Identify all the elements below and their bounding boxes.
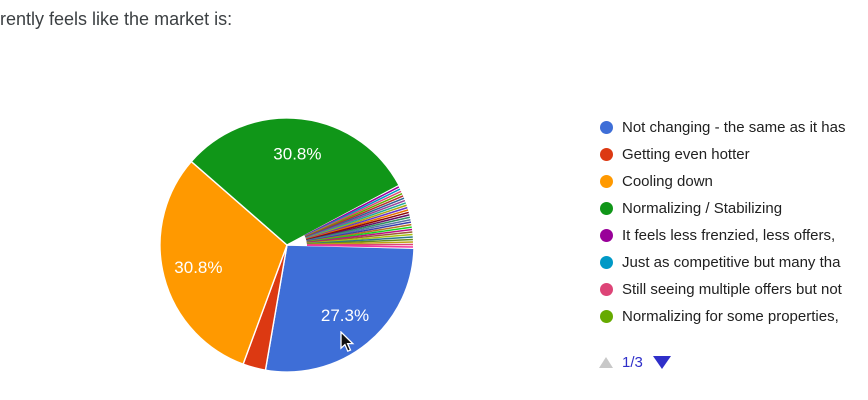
legend-label: It feels less frenzied, less offers, xyxy=(622,227,836,244)
next-page-button[interactable] xyxy=(652,355,671,369)
legend-item: Getting even hotter xyxy=(600,141,845,168)
pie-slice-thin[interactable] xyxy=(306,231,413,244)
legend-label: Just as competitive but many tha xyxy=(622,254,841,271)
page-indicator: 1/3 xyxy=(622,353,643,371)
pie-chart-svg: 27.3% 30.8% 30.8% xyxy=(159,117,415,373)
slice-percent-label: 30.8% xyxy=(273,145,321,164)
legend-label: Getting even hotter xyxy=(622,146,750,163)
slice-percent-label: 27.3% xyxy=(321,306,369,325)
legend-swatch-icon xyxy=(600,202,613,215)
legend-swatch-icon xyxy=(600,175,613,188)
legend-label: Still seeing multiple offers but not xyxy=(622,281,842,298)
legend-item: Normalizing / Stabilizing xyxy=(600,195,845,222)
prev-page-button[interactable] xyxy=(599,356,613,368)
legend-swatch-icon xyxy=(600,148,613,161)
legend-swatch-icon xyxy=(600,229,613,242)
pie-slice[interactable] xyxy=(159,160,288,366)
pie-slice[interactable] xyxy=(264,244,415,373)
chart-title: rently feels like the market is: xyxy=(0,9,233,29)
legend-swatch-icon xyxy=(600,310,613,323)
legend-swatch-icon xyxy=(600,121,613,134)
legend: Not changing - the same as it has Getting… xyxy=(600,114,845,330)
legend-label: Normalizing for some properties, xyxy=(622,308,839,325)
pie-chart: 27.3% 30.8% 30.8% xyxy=(157,115,417,375)
legend-item: Just as competitive but many tha xyxy=(600,249,845,276)
legend-item: Not changing - the same as it has xyxy=(600,114,845,141)
slice-percent-label: 30.8% xyxy=(174,258,222,277)
legend-swatch-icon xyxy=(600,256,613,269)
legend-item: It feels less frenzied, less offers, xyxy=(600,222,845,249)
legend-item: Still seeing multiple offers but not xyxy=(600,276,845,303)
legend-label: Normalizing / Stabilizing xyxy=(622,200,783,217)
legend-swatch-icon xyxy=(600,283,613,296)
pie-slice-thin[interactable] xyxy=(306,223,412,243)
pagination: 1/3 xyxy=(599,352,671,372)
pie-slice-thin[interactable] xyxy=(306,244,413,248)
legend-label: Not changing - the same as it has xyxy=(622,119,846,136)
legend-label: Cooling down xyxy=(622,173,713,190)
legend-item: Cooling down xyxy=(600,168,845,195)
legend-item: Normalizing for some properties, xyxy=(600,303,845,330)
pie-slice[interactable] xyxy=(190,117,401,246)
